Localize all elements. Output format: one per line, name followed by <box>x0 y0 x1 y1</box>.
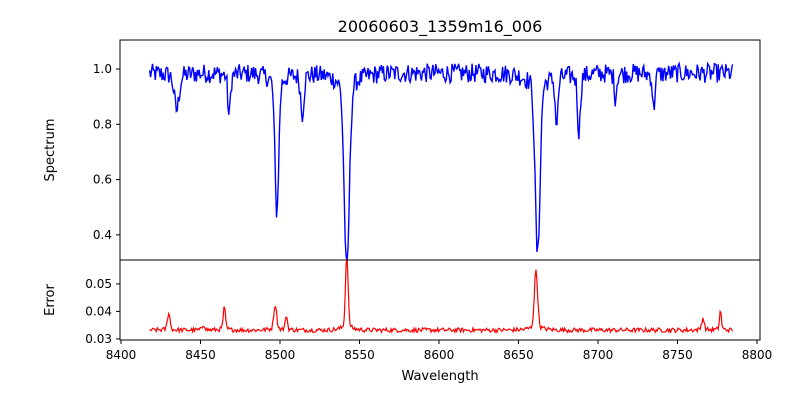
spectrum-axes <box>148 61 734 262</box>
ticks: 0.4 0.6 0.8 1.0 0.03 0.04 0.05 8400 8450 8500 8550… <box>85 62 772 362</box>
chart-title: 20060603_1359m16_006 <box>338 17 543 37</box>
spectrum-line <box>148 61 734 262</box>
error-axes <box>149 258 734 335</box>
x-tick-label: 8650 <box>503 348 534 362</box>
spectrum-ylabel: Spectrum <box>43 119 58 182</box>
error-line <box>149 258 734 335</box>
x-tick-label: 8600 <box>424 348 455 362</box>
x-axis-label: Wavelength <box>401 369 478 384</box>
spectrum-ytick-label: 0.6 <box>93 173 112 187</box>
x-tick-label: 8700 <box>583 348 614 362</box>
error-ytick-label: 0.03 <box>85 332 112 346</box>
error-ytick-label: 0.04 <box>85 304 112 318</box>
spectrum-ytick-label: 0.4 <box>93 228 112 242</box>
x-tick-label: 8750 <box>662 348 693 362</box>
x-tick-label: 8400 <box>106 348 137 362</box>
error-ylabel: Error <box>43 284 58 316</box>
x-tick-label: 8800 <box>742 348 773 362</box>
error-ytick-label: 0.05 <box>85 277 112 291</box>
x-tick-label: 8450 <box>185 348 216 362</box>
error-frame <box>119 259 761 341</box>
spectrum-ytick-label: 0.8 <box>93 117 112 131</box>
x-tick-label: 8550 <box>344 348 375 362</box>
x-tick-label: 8500 <box>265 348 296 362</box>
spectrum-ytick-label: 1.0 <box>93 62 112 76</box>
